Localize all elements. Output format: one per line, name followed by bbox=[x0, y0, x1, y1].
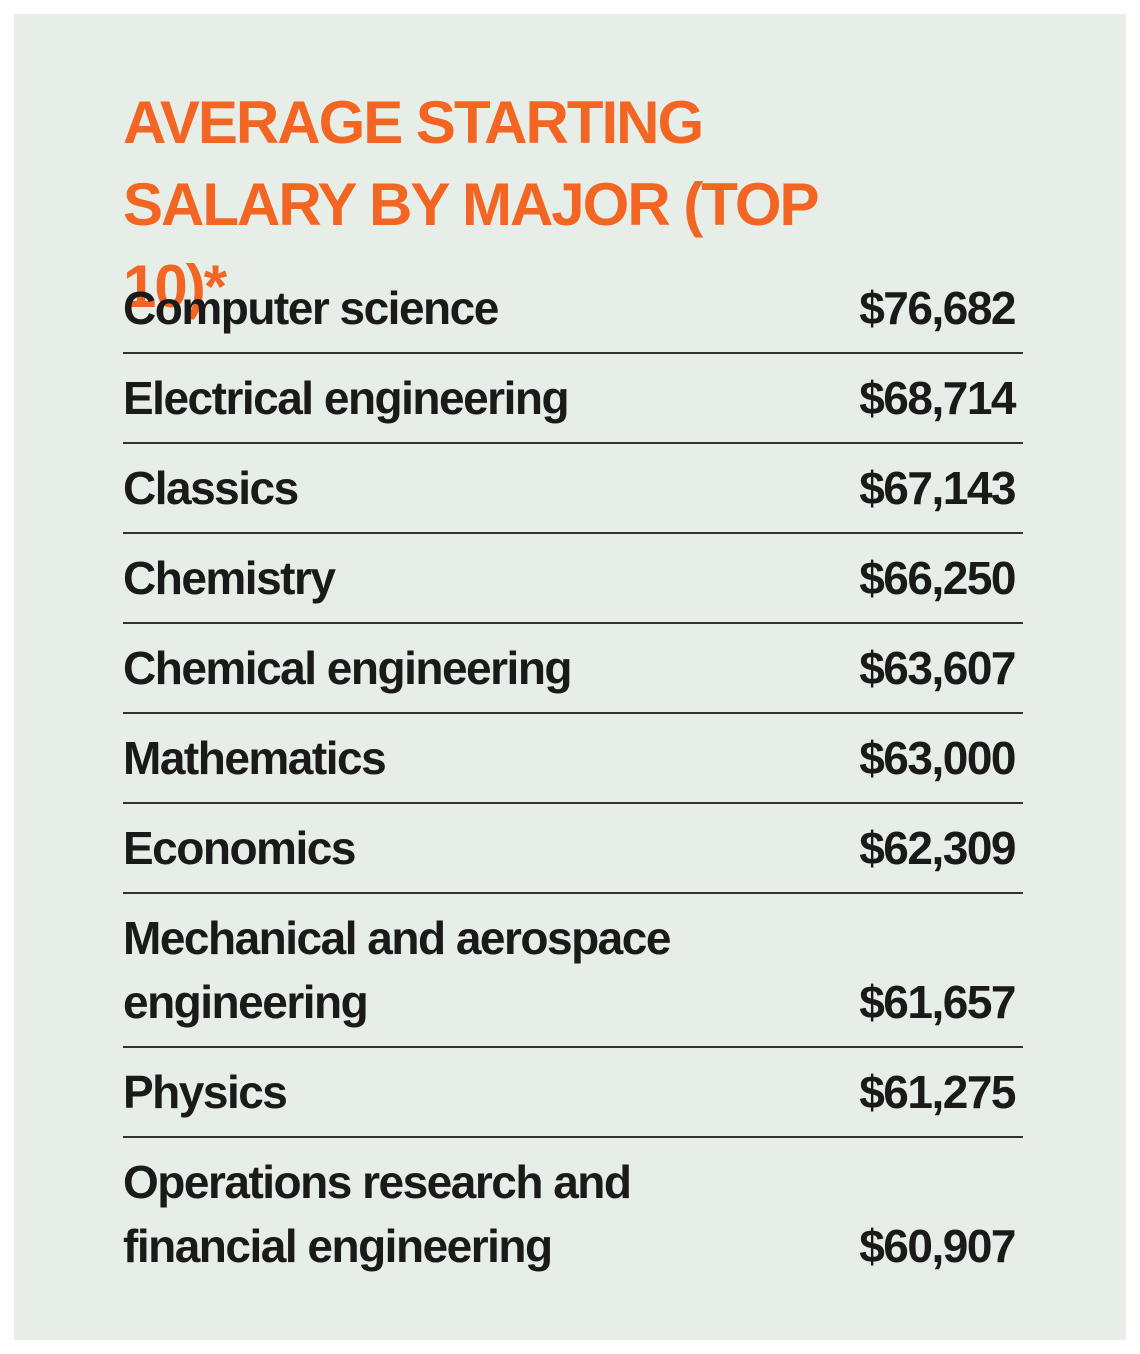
major: Chemical engineering bbox=[123, 642, 573, 694]
table-row: Mathematics $63,000 bbox=[123, 713, 1023, 803]
major: Mathematics bbox=[123, 732, 387, 784]
table-row: Mechanical and aerospace engineering $61,… bbox=[123, 893, 1023, 1047]
salary: $63,000 bbox=[859, 732, 1016, 784]
table-row: Chemical engineering $63,607 bbox=[123, 623, 1023, 713]
salary: $67,143 bbox=[859, 462, 1016, 514]
major: Electrical engineering bbox=[123, 372, 570, 424]
major: Computer science bbox=[123, 282, 499, 334]
salary: $60,907 bbox=[859, 1220, 1016, 1272]
panel: AVERAGE STARTING SALARY BY MAJOR (TOP 10… bbox=[14, 14, 1126, 1340]
major: Mechanical and aerospace engineering bbox=[123, 912, 671, 1028]
salary: $62,309 bbox=[859, 822, 1016, 874]
table-row: Physics $61,275 bbox=[123, 1047, 1023, 1137]
table-row: Classics $67,143 bbox=[123, 443, 1023, 533]
major: Operations research and financial engine… bbox=[123, 1156, 632, 1272]
salary: $76,682 bbox=[859, 282, 1016, 334]
table-row: Operations research and financial engine… bbox=[123, 1137, 1023, 1290]
title: AVERAGE STARTING SALARY BY MAJOR (TOP 10… bbox=[123, 89, 818, 320]
salary: $63,607 bbox=[859, 642, 1016, 694]
major: Classics bbox=[123, 462, 299, 514]
table-row: Chemistry $66,250 bbox=[123, 533, 1023, 623]
salary: $66,250 bbox=[859, 552, 1016, 604]
major: Chemistry bbox=[123, 552, 336, 604]
major: Economics bbox=[123, 822, 356, 874]
salary-table: Computer science $76,682 Electrical engine… bbox=[123, 264, 1023, 1290]
salary: $61,657 bbox=[859, 976, 1016, 1028]
salary: $68,714 bbox=[859, 372, 1016, 424]
table-row: Computer science $76,682 bbox=[123, 264, 1023, 353]
major: Physics bbox=[123, 1066, 288, 1118]
table-row: Economics $62,309 bbox=[123, 803, 1023, 893]
table-row: Electrical engineering $68,714 bbox=[123, 353, 1023, 443]
salary: $61,275 bbox=[859, 1066, 1016, 1118]
